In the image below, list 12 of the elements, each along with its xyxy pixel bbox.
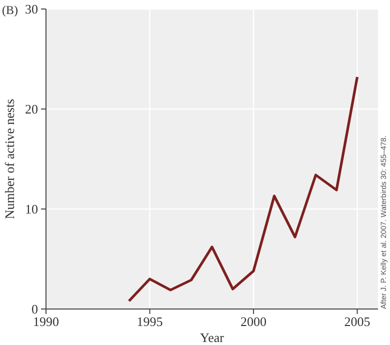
line-series xyxy=(128,76,359,302)
y-tick-label: 0 xyxy=(32,302,38,316)
x-tick-label: 1995 xyxy=(136,314,163,329)
y-tick-label: 10 xyxy=(25,202,38,216)
x-tick-label: 1990 xyxy=(33,314,59,329)
x-tick-label: 2000 xyxy=(240,314,266,329)
x-axis-title: Year xyxy=(200,330,225,345)
chart-title: (B) xyxy=(2,3,18,17)
y-tick-label: 20 xyxy=(25,102,38,116)
y-tick-label: 30 xyxy=(25,2,38,16)
x-tick-label: 2005 xyxy=(344,314,370,329)
y-axis-title: Number of active nests xyxy=(2,98,17,220)
